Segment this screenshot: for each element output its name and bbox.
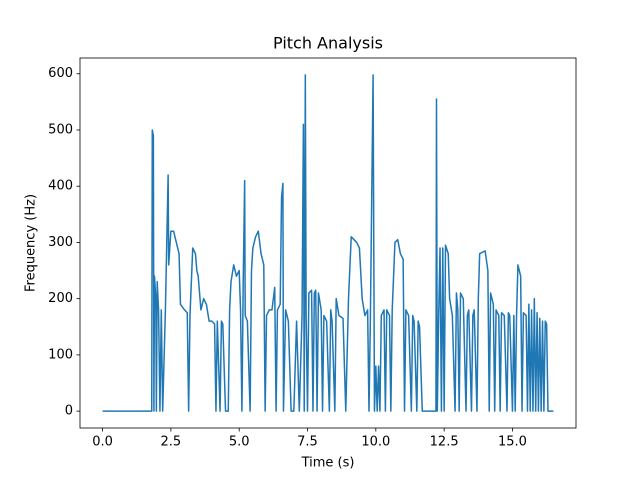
x-tick-label: 10.0 (361, 435, 390, 450)
y-tick-label: 100 (48, 347, 73, 362)
pitch-line (102, 74, 554, 412)
x-tick-label: 0.0 (92, 435, 113, 450)
x-tick-label: 12.5 (430, 435, 459, 450)
y-tick-label: 0 (65, 404, 73, 419)
y-axis-label: Frequency (Hz) (24, 194, 39, 292)
y-tick-label: 400 (48, 179, 73, 194)
x-axis-label: Time (s) (301, 456, 355, 471)
x-tick-label: 7.5 (297, 435, 318, 450)
y-tick-label: 200 (48, 291, 73, 306)
chart-title: Pitch Analysis (273, 34, 383, 53)
x-tick-label: 2.5 (161, 435, 182, 450)
x-tick-label: 5.0 (229, 435, 250, 450)
y-tick-label: 300 (48, 235, 73, 250)
y-tick-label: 600 (48, 66, 73, 81)
y-tick-label: 500 (48, 122, 73, 137)
x-tick-label: 15.0 (498, 435, 527, 450)
plot-frame (79, 57, 577, 429)
